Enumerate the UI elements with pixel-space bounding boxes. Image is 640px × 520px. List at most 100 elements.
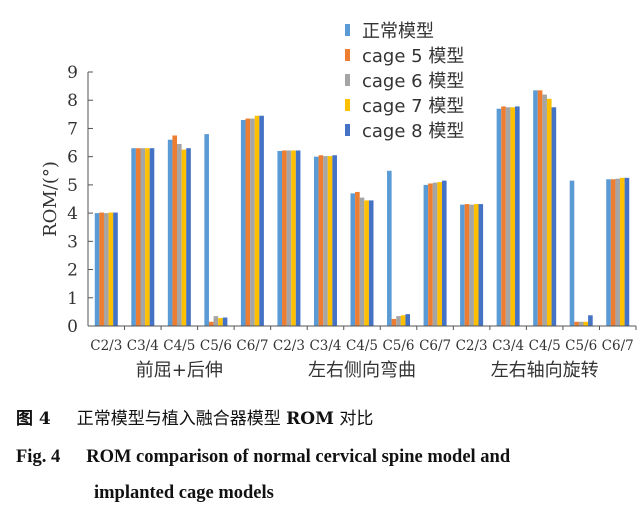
x-tick-label: C2/3	[90, 338, 122, 354]
legend-swatch	[345, 124, 350, 136]
bar	[615, 178, 621, 326]
bar	[606, 179, 611, 326]
bar	[259, 115, 264, 327]
y-tick-label: 8	[67, 91, 78, 111]
group-label: 左右侧向弯曲	[308, 360, 416, 381]
caption-english-line2: implanted cage models	[94, 483, 274, 504]
group-label: 前屈+后伸	[136, 360, 223, 381]
bar	[355, 191, 360, 326]
bar	[350, 193, 356, 326]
caption-cn-text: 正常模型与植入融合器模型	[76, 409, 281, 429]
bar	[291, 150, 296, 326]
x-tick-label: C4/5	[163, 338, 195, 354]
bar	[441, 180, 447, 326]
bar	[387, 170, 392, 326]
x-tick-label: C6/7	[419, 338, 451, 354]
bar	[250, 118, 255, 326]
bar	[318, 155, 324, 326]
group-label: 左右轴向旋转	[491, 360, 599, 381]
x-tick-label: C2/3	[273, 338, 305, 354]
bar	[277, 151, 283, 326]
y-tick-label: 7	[67, 119, 78, 139]
bar	[546, 98, 552, 326]
bar	[610, 179, 616, 326]
bar	[295, 150, 301, 326]
bar	[140, 148, 146, 326]
y-axis-title: ROM/(°)	[40, 161, 61, 237]
bar	[186, 148, 191, 326]
bar	[177, 143, 182, 326]
y-tick-label: 0	[67, 317, 78, 337]
bar	[432, 182, 438, 326]
bar	[537, 90, 543, 326]
bar	[501, 106, 506, 327]
bar	[542, 94, 547, 326]
bar	[103, 213, 109, 326]
bar	[286, 150, 292, 326]
bar	[254, 115, 260, 327]
bar	[437, 182, 442, 326]
bar	[515, 106, 520, 327]
bar	[578, 321, 584, 326]
caption-en-label: Fig. 4	[16, 447, 61, 467]
bar	[460, 204, 465, 326]
y-tick-label: 3	[67, 232, 78, 252]
bar	[149, 148, 155, 326]
caption-english-line1: Fig. 4 ROM comparison of normal cervical …	[16, 447, 510, 468]
bar	[332, 155, 337, 326]
bar	[222, 317, 228, 326]
y-tick-label: 4	[67, 204, 78, 224]
x-tick-label: C2/3	[456, 338, 488, 354]
y-tick-label: 1	[67, 289, 78, 309]
bar	[218, 318, 223, 326]
x-tick-label: C4/5	[529, 338, 561, 354]
bar	[620, 177, 625, 326]
bar	[624, 177, 630, 326]
legend-swatch	[345, 24, 350, 36]
bar	[181, 149, 187, 326]
caption-chinese: 图 4 正常模型与植入融合器模型 ROM 对比	[16, 404, 373, 429]
x-tick-label: C5/6	[200, 338, 232, 354]
bar	[323, 156, 328, 326]
bar	[583, 321, 589, 326]
y-tick-label: 5	[67, 176, 78, 196]
bar	[213, 316, 219, 326]
bar	[533, 90, 538, 326]
bar	[145, 148, 150, 326]
bar	[135, 148, 141, 326]
x-tick-label: C5/6	[382, 338, 414, 354]
bar	[282, 150, 287, 326]
caption-cn-tail: 对比	[339, 409, 374, 429]
legend-swatch	[345, 99, 350, 111]
legend-label: cage 5 模型	[362, 46, 464, 67]
bar	[359, 197, 365, 326]
bar	[99, 212, 104, 326]
bar	[551, 107, 557, 326]
bar	[131, 148, 136, 326]
legend-swatch	[345, 74, 350, 86]
bar	[396, 316, 401, 326]
bar	[108, 212, 114, 326]
y-tick-label: 6	[67, 148, 78, 168]
legend-label: 正常模型	[362, 21, 434, 42]
bar	[327, 156, 333, 326]
bar	[240, 119, 246, 326]
bar	[473, 204, 479, 326]
legend-label: cage 6 模型	[362, 71, 464, 92]
bar	[574, 321, 579, 326]
bar	[167, 139, 173, 326]
y-tick-label: 2	[67, 261, 78, 281]
bar	[204, 134, 209, 326]
x-tick-label: C6/7	[602, 338, 634, 354]
bar	[464, 204, 470, 326]
bar	[364, 200, 369, 326]
bar	[245, 118, 251, 326]
bar	[208, 321, 214, 326]
caption-cn-label: 图 4	[16, 409, 51, 429]
bar	[172, 135, 178, 326]
y-tick-label: 9	[67, 63, 78, 83]
caption-en-text-1: ROM comparison of normal cervical spine …	[86, 447, 511, 467]
bar	[428, 183, 433, 326]
bar	[368, 200, 374, 326]
bar	[405, 314, 411, 326]
